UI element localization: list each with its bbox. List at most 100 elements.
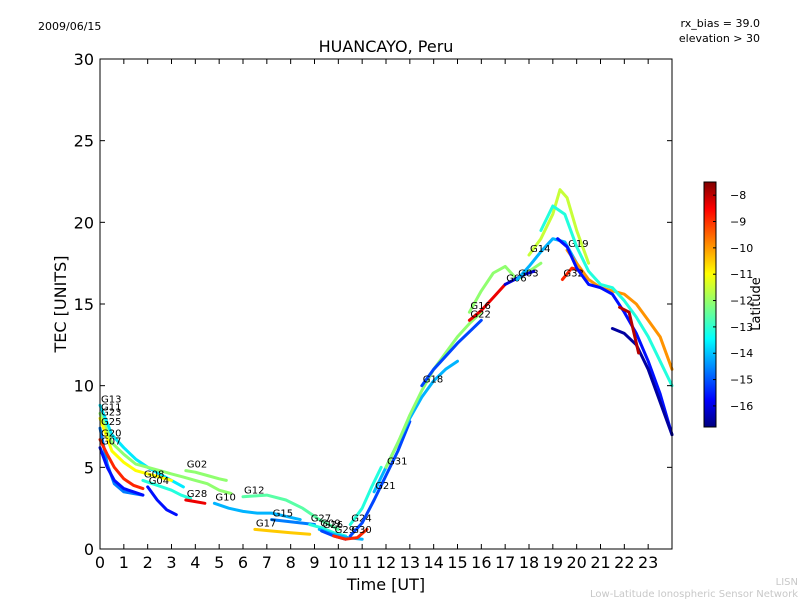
sat-label-g19: G19 — [568, 239, 588, 250]
sat-label-g23: G23 — [101, 407, 121, 418]
sat-label-g07: G07 — [101, 437, 121, 448]
sat-label-g02: G02 — [187, 460, 207, 471]
sat-label-g13: G13 — [101, 394, 121, 405]
colorbar-ticks: −8 −9 −10 −11 −12 −13 −14 −15 −16 — [713, 189, 753, 413]
y-tick-label: 20 — [74, 213, 94, 232]
tec-trace-unlabeled-32 — [610, 327, 674, 437]
tec-trace-g08 — [141, 478, 193, 500]
sat-label-g26: G26 — [323, 520, 343, 531]
x-tick-label: 21 — [590, 553, 610, 572]
tec-trace-g11 — [98, 411, 233, 495]
x-tick-label: 17 — [495, 553, 515, 572]
x-tick-label: 2 — [143, 553, 153, 572]
x-tick-label: 18 — [519, 553, 539, 572]
tec-trace-unlabeled-33 — [618, 305, 641, 355]
colorbar-tick-label: −11 — [730, 268, 753, 281]
tec-trace-g30 — [348, 420, 412, 538]
y-tick-label: 30 — [74, 50, 94, 69]
date-label: 2009/06/15 — [38, 20, 101, 33]
sat-label-g20: G20 — [101, 429, 121, 440]
x-tick-label: 19 — [543, 553, 563, 572]
y-tick-label: 0 — [84, 540, 94, 559]
y-tick-label: 15 — [74, 295, 94, 314]
tec-trace-g15 — [270, 518, 316, 526]
colorbar-tick-label: −14 — [730, 347, 753, 360]
elevation-label: elevation > 30 — [679, 32, 760, 45]
x-tick-label: 9 — [309, 553, 319, 572]
colorbar-tick-label: −10 — [730, 242, 753, 255]
y-axis-label: TEC [UNITS] — [51, 256, 70, 354]
colorbar-tick-label: −9 — [730, 216, 746, 229]
tec-trace-g14 — [527, 188, 591, 265]
tec-trace-g18 — [420, 318, 483, 388]
tec-trace-g29 — [332, 527, 369, 541]
chart-title: HUANCAYO, Peru — [319, 37, 454, 56]
colorbar-label: Latitude — [749, 277, 764, 331]
sat-label-g11: G11 — [101, 402, 121, 413]
x-tick-label: 14 — [423, 553, 443, 572]
tec-trace-g22 — [467, 282, 507, 322]
sat-label-g21: G21 — [375, 481, 395, 492]
colorbar — [703, 181, 717, 428]
x-tick-label: 6 — [238, 553, 248, 572]
x-tick-label: 11 — [352, 553, 372, 572]
colorbar-tick-label: −12 — [730, 295, 753, 308]
y-tick-label: 5 — [84, 458, 94, 477]
tec-trace-unlabeled-31 — [556, 237, 674, 437]
x-axis-label: Time [UT] — [346, 575, 425, 594]
tec-trace-unlabeled-30 — [539, 204, 674, 388]
x-tick-label: 23 — [638, 553, 658, 572]
sat-label-g30: G30 — [351, 525, 371, 536]
y-tick-label: 10 — [74, 377, 94, 396]
y-tick-label: 25 — [74, 132, 94, 151]
colorbar-tick-label: −13 — [730, 321, 753, 334]
sat-label-g18: G18 — [423, 375, 443, 386]
sat-label-g10: G10 — [215, 492, 235, 503]
sat-label-g24: G24 — [351, 514, 371, 525]
x-tick-label: 10 — [328, 553, 348, 572]
x-axis: 0 1 2 3 4 5 6 7 8 9 10 11 12 13 14 15 16 17 18 19 20 21 22 23 — [95, 59, 658, 572]
x-tick-label: 8 — [286, 553, 296, 572]
sat-label-g12: G12 — [244, 486, 264, 497]
tec-trace-g10 — [212, 501, 302, 522]
sat-label-g09: G09 — [320, 518, 340, 529]
sat-label-g25: G25 — [101, 417, 121, 428]
colorbar-tick-label: −16 — [730, 400, 753, 413]
sat-label-g28: G28 — [187, 489, 207, 500]
tec-trace-g20 — [98, 438, 145, 491]
sat-label-g08: G08 — [144, 469, 164, 480]
sat-label-g22: G22 — [470, 309, 490, 320]
tec-trace-g12 — [241, 493, 340, 531]
x-tick-label: 22 — [614, 553, 634, 572]
y-axis: 0 5 10 15 20 25 30 — [74, 50, 672, 559]
sat-label-g17: G17 — [256, 518, 276, 529]
tec-trace-g04 — [146, 485, 178, 517]
x-tick-label: 7 — [262, 553, 272, 572]
x-tick-label: 20 — [566, 553, 586, 572]
sat-label-g14: G14 — [530, 244, 550, 255]
x-tick-label: 13 — [400, 553, 420, 572]
sat-label-g04: G04 — [149, 476, 169, 487]
x-tick-label: 5 — [214, 553, 224, 572]
tec-trace-g24 — [348, 465, 383, 526]
x-tick-label: 12 — [376, 553, 396, 572]
sat-label-g03: G03 — [518, 269, 538, 280]
colorbar-tick-label: −15 — [730, 374, 753, 387]
footer-network: Low-Latitude Ionospheric Sensor Network — [590, 589, 798, 600]
rx-bias-label: rx_bias = 39.0 — [681, 17, 760, 30]
x-tick-label: 3 — [166, 553, 176, 572]
tec-trace-g23 — [98, 416, 173, 482]
sat-label-g31: G31 — [387, 456, 407, 467]
sat-label-g15: G15 — [273, 509, 293, 520]
sat-label-g16: G16 — [470, 301, 490, 312]
colorbar-tick-label: −8 — [730, 189, 746, 202]
footer-lisn: LISN — [776, 577, 798, 588]
x-tick-label: 1 — [119, 553, 129, 572]
tec-trace-g28 — [184, 498, 207, 505]
x-tick-label: 4 — [190, 553, 200, 572]
sat-label-g27: G27 — [311, 514, 331, 525]
sat-label-g29: G29 — [335, 525, 355, 536]
tec-trace-g07 — [98, 446, 145, 497]
x-tick-label: 0 — [95, 553, 105, 572]
